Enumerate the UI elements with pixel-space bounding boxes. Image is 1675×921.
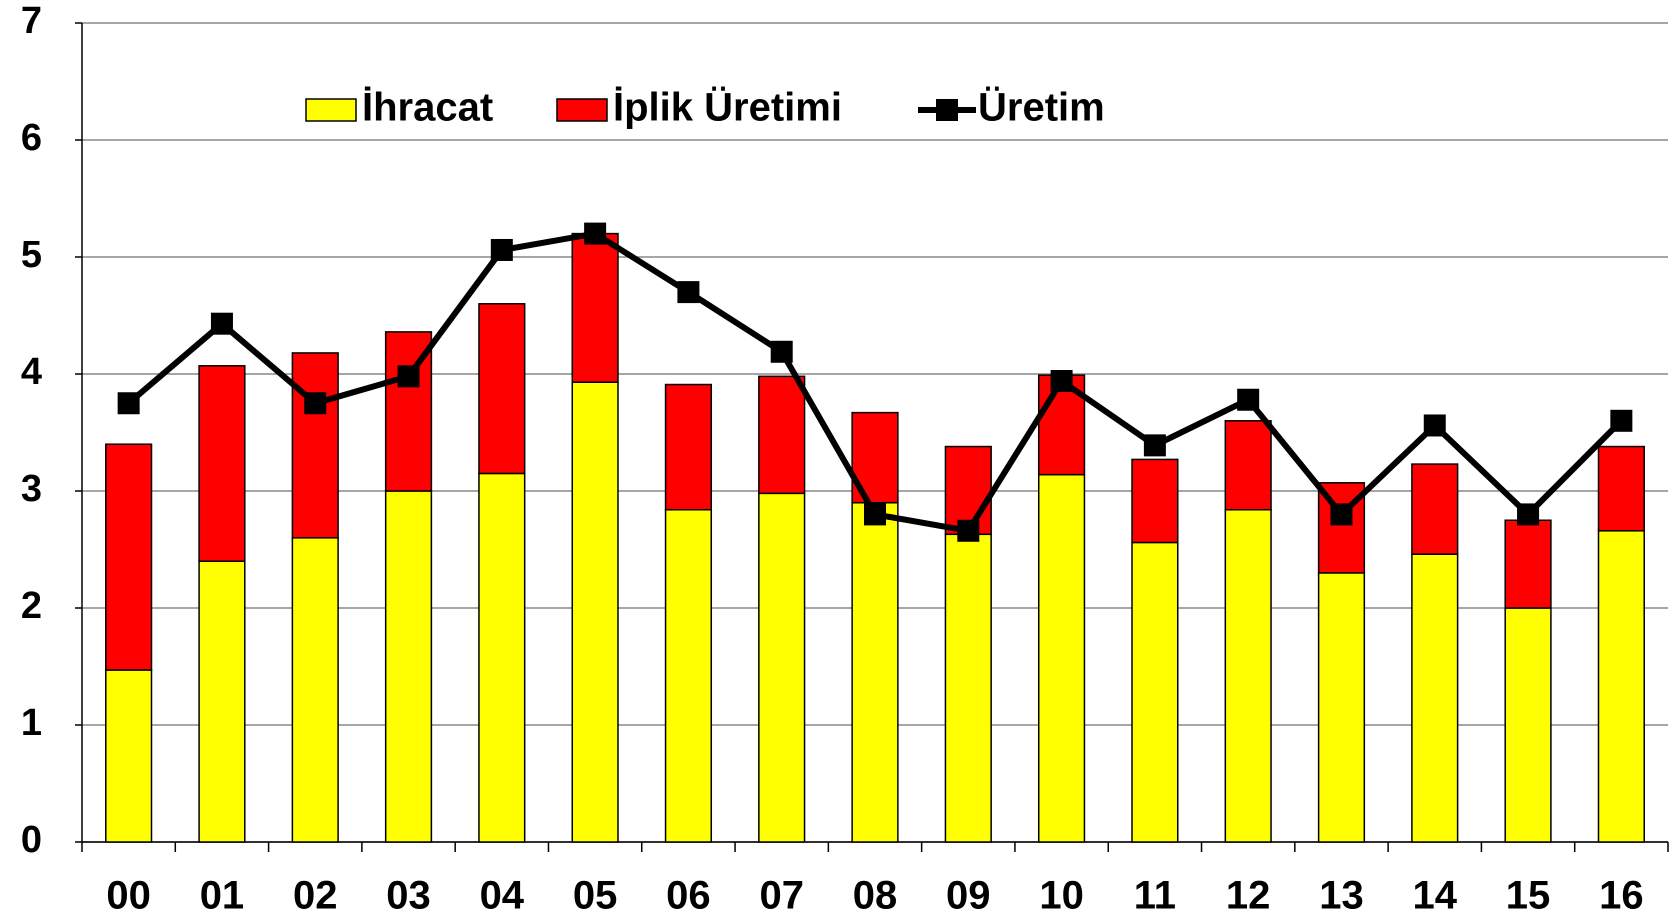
y-tick-label: 6 — [21, 117, 42, 159]
marker — [117, 392, 140, 415]
bar — [1037, 473, 1086, 843]
y-tick-label: 5 — [21, 234, 42, 276]
bar — [1224, 420, 1272, 511]
marker — [770, 340, 793, 363]
bar — [1131, 458, 1179, 544]
x-tick-label: 00 — [106, 874, 151, 918]
bar — [291, 537, 339, 843]
marker — [210, 312, 233, 335]
x-tick-label: 14 — [1413, 874, 1458, 918]
x-tick-label: 10 — [1039, 874, 1084, 918]
bar — [944, 445, 992, 536]
bar — [1131, 541, 1179, 843]
bar — [1317, 572, 1366, 843]
legend-label: İplik Üretimi — [613, 85, 842, 130]
bar — [1504, 519, 1552, 609]
legend-swatch — [556, 98, 608, 122]
bar — [384, 490, 433, 843]
bar — [198, 560, 246, 843]
marker — [1330, 503, 1353, 526]
marker — [304, 392, 327, 415]
bar — [198, 365, 246, 562]
x-tick-label: 01 — [200, 874, 245, 918]
bar — [105, 443, 153, 671]
bar — [664, 383, 713, 511]
marker — [584, 222, 607, 245]
legend-label: Üretim — [978, 85, 1105, 130]
legend-swatch — [305, 98, 357, 122]
marker — [864, 503, 886, 526]
marker — [1237, 388, 1260, 411]
y-tick-label: 2 — [21, 585, 42, 627]
marker — [1610, 409, 1633, 432]
x-tick-label: 03 — [386, 874, 431, 918]
bar — [1411, 553, 1459, 843]
marker — [1143, 434, 1166, 457]
x-tick-label: 12 — [1226, 874, 1271, 918]
legend-label: İhracat — [362, 86, 493, 130]
bar — [1224, 508, 1272, 843]
y-tick-label: 7 — [21, 0, 42, 42]
bar — [571, 232, 619, 383]
x-tick-label: 02 — [293, 874, 338, 918]
marker — [490, 238, 513, 261]
x-tick-label: 16 — [1599, 874, 1644, 918]
marker — [397, 365, 420, 388]
x-tick-label: 07 — [759, 874, 804, 918]
x-tick-label: 09 — [946, 874, 991, 918]
bar — [478, 472, 526, 843]
x-tick-label: 04 — [480, 874, 525, 918]
x-tick-label: 06 — [666, 874, 711, 918]
y-tick-label: 3 — [21, 468, 42, 510]
bar — [1597, 530, 1645, 843]
marker — [677, 281, 700, 304]
legend-marker — [936, 99, 958, 121]
bar — [291, 352, 339, 539]
bar — [1411, 463, 1459, 555]
bar — [105, 669, 153, 843]
marker — [1423, 414, 1446, 437]
bar — [944, 533, 992, 843]
y-tick-label: 0 — [21, 819, 42, 861]
bar — [664, 508, 713, 843]
y-tick-label: 1 — [21, 702, 42, 744]
x-tick-label: 05 — [573, 874, 618, 918]
bar — [571, 381, 619, 843]
x-tick-label: 08 — [853, 874, 898, 918]
x-tick-label: 13 — [1319, 874, 1364, 918]
bar — [1504, 607, 1552, 843]
bar — [758, 492, 806, 843]
marker — [1050, 370, 1073, 393]
bar — [478, 303, 526, 475]
marker — [1517, 503, 1540, 526]
x-tick-label: 11 — [1134, 874, 1176, 918]
x-tick-label: 15 — [1506, 874, 1551, 918]
marker — [957, 519, 980, 542]
y-tick-label: 4 — [21, 351, 42, 393]
bar — [851, 501, 899, 843]
bar — [1597, 445, 1645, 532]
bar — [758, 375, 806, 495]
